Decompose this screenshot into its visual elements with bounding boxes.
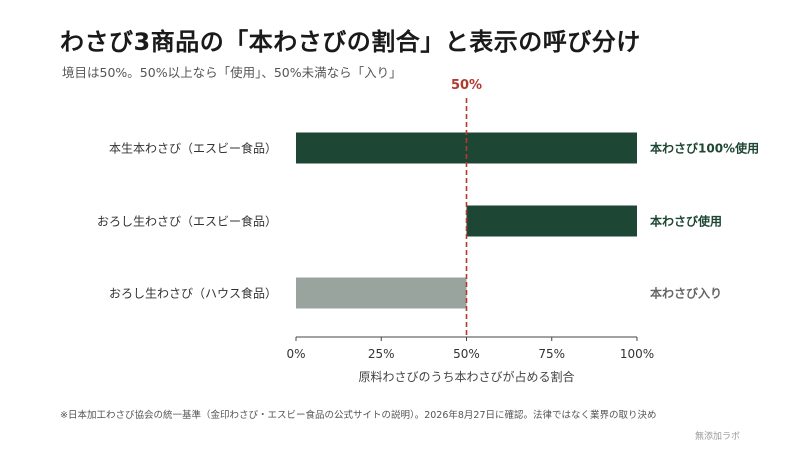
x-tick-label: 25% bbox=[368, 347, 395, 361]
reference-line-label: 50% bbox=[451, 78, 482, 93]
x-tick-label: 0% bbox=[286, 347, 305, 361]
x-tick-label: 75% bbox=[538, 347, 565, 361]
x-tick-label: 50% bbox=[453, 347, 480, 361]
x-axis-label: 原料わさびのうち本わさびが占める割合 bbox=[358, 369, 574, 384]
page-title: わさび3商品の「本わさびの割合」と表示の呼び分け bbox=[60, 28, 641, 56]
category-label: おろし生わさび（エスビー食品） bbox=[97, 214, 277, 229]
category-label: おろし生わさび（ハウス食品） bbox=[109, 286, 277, 301]
bar bbox=[466, 205, 637, 237]
bar-annotation: 本わさび使用 bbox=[650, 214, 722, 229]
bar-annotation: 本わさび100%使用 bbox=[650, 141, 759, 156]
page-subtitle: 境目は50%。50%以上なら「使用」、50%未満なら「入り」 bbox=[62, 65, 402, 80]
bar bbox=[296, 277, 467, 309]
credit-label: 無添加ラボ bbox=[694, 432, 740, 442]
x-tick-label: 100% bbox=[620, 347, 654, 361]
source-note: ※日本加工わさび協会の統一基準（金印わさび・エスビー食品の公式サイトの説明）。2… bbox=[60, 410, 657, 421]
bar-annotation: 本わさび入り bbox=[650, 286, 722, 301]
category-label: 本生本わさび（エスビー食品） bbox=[109, 141, 277, 156]
